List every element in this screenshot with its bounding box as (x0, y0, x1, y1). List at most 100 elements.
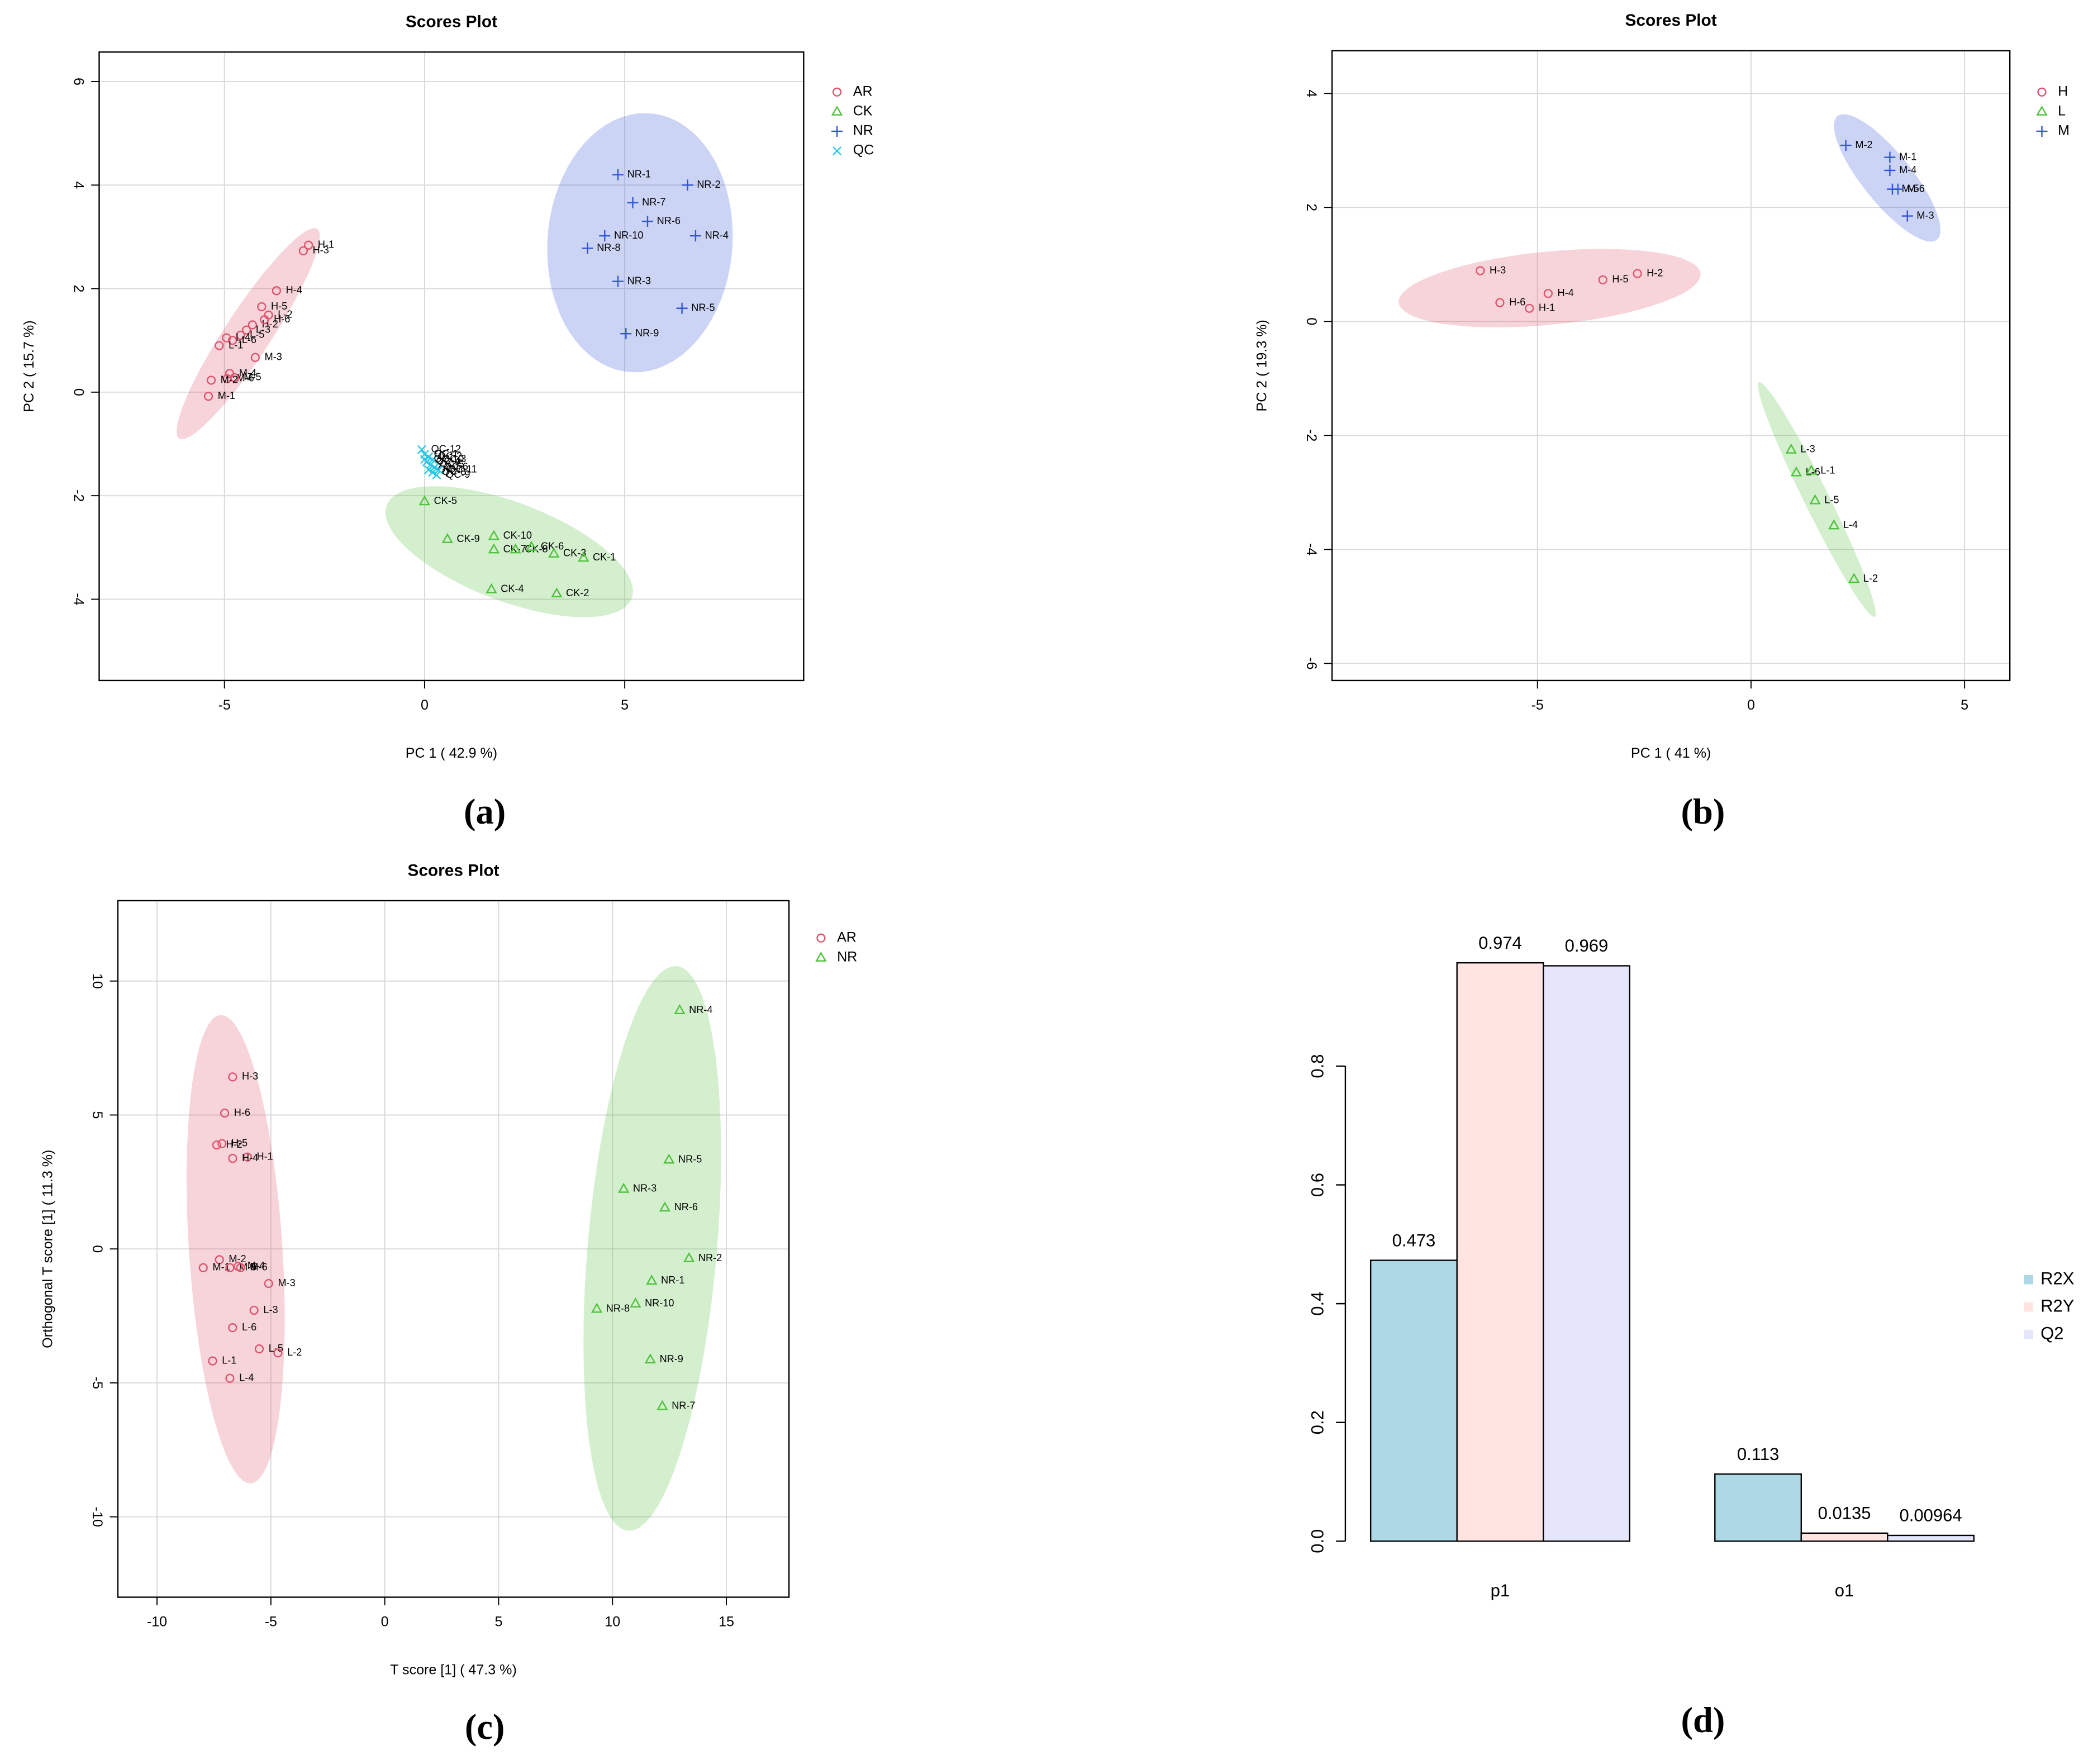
point-label: QC-5 (440, 458, 464, 469)
point (663, 1153, 675, 1164)
y-tick-label: -4 (1304, 543, 1319, 555)
point (683, 1252, 695, 1262)
point-label: L-4 (236, 331, 250, 343)
point (1476, 266, 1485, 275)
point-label: QC-10 (434, 453, 464, 464)
point-label: M-5 (1902, 183, 1919, 194)
point-label: QC-12 (431, 443, 461, 454)
point (591, 1302, 603, 1313)
point (689, 230, 701, 242)
point-label: L-4 (239, 1372, 254, 1383)
point-label: M-1 (1899, 151, 1916, 162)
point-label: CK-2 (566, 587, 589, 598)
point-label: M-6 (236, 373, 254, 384)
value-label: 0.00964 (1899, 1506, 1962, 1525)
y-tick-label: 0.0 (1307, 1529, 1327, 1553)
point-label: H-2 (1647, 267, 1663, 278)
point (424, 452, 434, 462)
point (627, 197, 639, 208)
point-label: NR-8 (597, 242, 620, 253)
point-label: NR-10 (645, 1297, 674, 1309)
x-tick-label: -5 (265, 1614, 277, 1629)
point-label: L-5 (1824, 494, 1839, 505)
point-label: NR-9 (660, 1353, 683, 1364)
plot-frame (98, 51, 805, 682)
point-label: CK-6 (541, 541, 564, 552)
legend-marker (815, 951, 827, 962)
x-axis-label: T score [1] ( 47.3 %) (390, 1662, 517, 1677)
x-tick-label: 5 (1961, 697, 1968, 713)
point (1543, 289, 1553, 298)
legend-label: H (2058, 83, 2068, 99)
confidence-ellipse (1834, 114, 1940, 242)
panel-label: (c) (465, 1707, 505, 1747)
point-label: M-2 (221, 374, 238, 385)
legend-marker (831, 125, 843, 137)
confidence-ellipse (186, 1015, 285, 1484)
y-tick-label: 0 (1304, 317, 1319, 325)
y-tick-label: 0 (71, 388, 87, 396)
legend-label: CK (853, 103, 873, 119)
point-label: NR-3 (627, 275, 651, 286)
point (203, 392, 213, 401)
x-tick-label: 5 (621, 697, 629, 713)
point (582, 243, 593, 254)
point-label: M-4 (1899, 164, 1916, 175)
point-label: H-4 (286, 284, 302, 296)
legend-marker (816, 933, 826, 943)
point-label: L-4 (1843, 519, 1858, 530)
point (432, 470, 441, 480)
legend-label: M (2058, 123, 2070, 139)
y-tick-label: 0.8 (1307, 1054, 1327, 1078)
point-label: H-5 (1612, 274, 1628, 285)
point (230, 373, 239, 383)
y-tick-label: 0.4 (1307, 1292, 1327, 1316)
legend-label: NR (837, 949, 857, 965)
point-label: NR-10 (614, 230, 643, 241)
point (676, 302, 688, 314)
x-axis-label: PC 1 ( 42.9 %) (406, 745, 497, 761)
x-axis-label: PC 1 ( 41 %) (1631, 745, 1711, 761)
point (599, 230, 611, 242)
panel-label: (b) (1681, 792, 1725, 831)
point-label: CK-1 (593, 551, 616, 563)
point (228, 1323, 237, 1333)
point-label: NR-5 (691, 302, 715, 313)
point-label: H-2 (262, 318, 278, 330)
point-label: NR-7 (642, 197, 665, 208)
point-label: H-6 (1509, 296, 1525, 307)
bar (1542, 965, 1630, 1542)
bar (1456, 962, 1544, 1542)
y-tick-label: 0 (89, 1245, 105, 1253)
point-label: CK-8 (525, 543, 548, 554)
point (488, 543, 500, 554)
x-tick-label: p1 (1491, 1581, 1510, 1600)
point-label: L-1 (229, 339, 243, 350)
point-label: NR-8 (606, 1302, 630, 1314)
point-label: H-6 (274, 313, 290, 325)
point (434, 465, 444, 474)
point (1633, 269, 1642, 278)
legend-label: R2Y (2040, 1296, 2075, 1315)
point (488, 530, 500, 540)
point (548, 547, 560, 558)
point (1840, 140, 1852, 151)
legend-marker (832, 87, 842, 97)
x-tick-label: 15 (719, 1614, 734, 1629)
point (242, 1152, 252, 1162)
point (417, 445, 426, 454)
point (264, 310, 273, 320)
point-label: L-5 (269, 1343, 283, 1354)
point-label: NR-1 (627, 169, 651, 180)
x-tick-label: 0 (1747, 697, 1755, 713)
point (1785, 443, 1797, 454)
legend-marker (833, 146, 842, 156)
point (257, 302, 267, 312)
point-label: L-2 (287, 1347, 302, 1358)
point (228, 1072, 237, 1082)
point (272, 286, 281, 296)
legend-label: L (2058, 103, 2066, 119)
point (618, 1182, 630, 1193)
y-tick-label: -6 (1304, 657, 1319, 669)
point (420, 455, 429, 464)
